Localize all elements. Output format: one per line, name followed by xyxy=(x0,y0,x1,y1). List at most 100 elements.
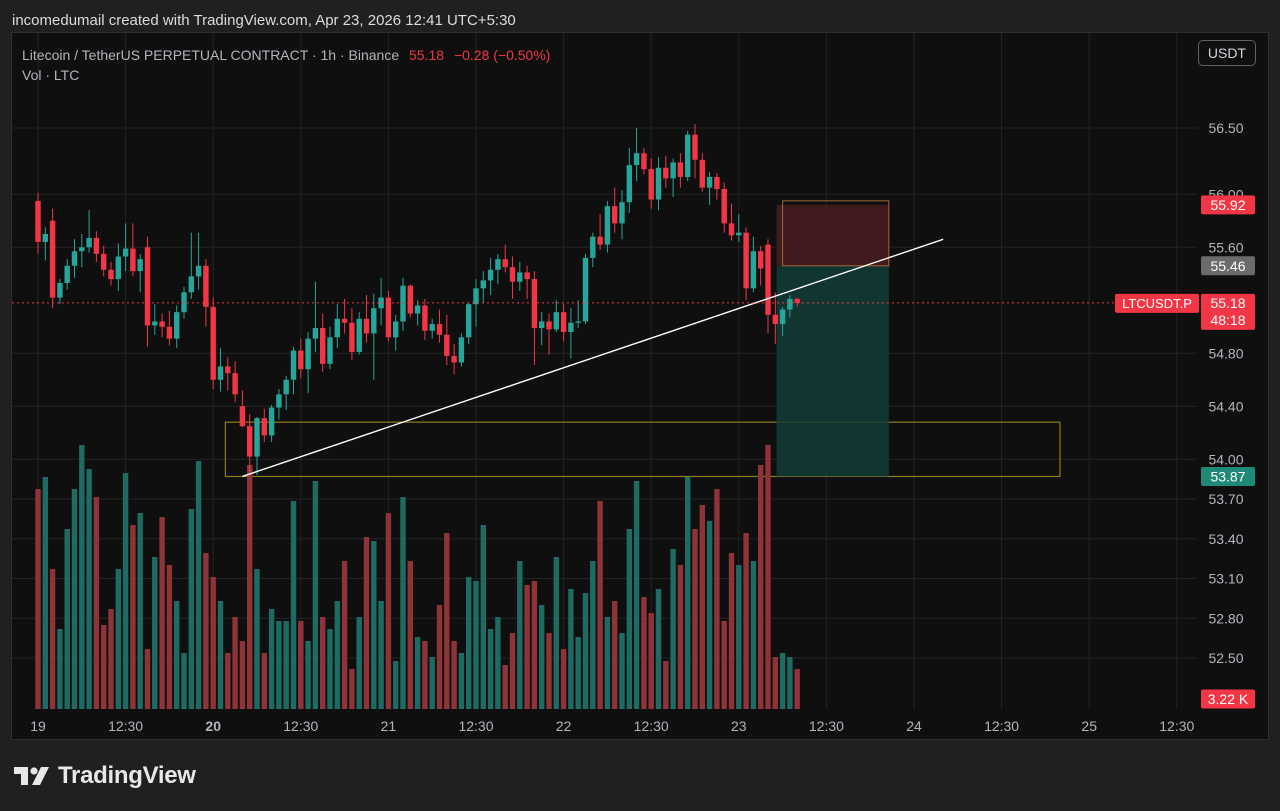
candle-body xyxy=(298,350,304,370)
candle-body xyxy=(692,134,698,160)
candle-body xyxy=(57,283,63,298)
price-tick-label: 52.80 xyxy=(1208,610,1243,626)
volume-bar xyxy=(436,605,443,709)
volume-bar xyxy=(546,633,552,709)
volume-bar xyxy=(422,641,428,709)
volume-bar xyxy=(261,653,267,709)
candle-body xyxy=(35,200,41,242)
countdown-label: 48:18 xyxy=(1210,312,1245,328)
time-tick-label: 24 xyxy=(906,718,922,734)
candle-body xyxy=(400,285,406,322)
candle-body xyxy=(86,237,92,248)
volume-bar xyxy=(524,585,530,709)
volume-bar xyxy=(57,629,63,709)
target-price-label: 53.87 xyxy=(1210,468,1245,484)
volume-bar xyxy=(429,657,435,709)
last-price: 55.18 xyxy=(409,47,445,63)
candle-body xyxy=(794,298,800,303)
candle-body xyxy=(93,237,100,254)
currency-button[interactable]: USDT xyxy=(1197,40,1256,66)
price-tick-label: 53.70 xyxy=(1208,491,1243,507)
candle-body xyxy=(122,248,129,257)
candle-body xyxy=(560,312,567,333)
volume-bar xyxy=(247,465,253,709)
volume-bar xyxy=(137,513,143,709)
volume-bar xyxy=(290,501,297,709)
volume-bar xyxy=(531,581,538,709)
price-tick-label: 53.10 xyxy=(1208,571,1243,587)
candle-body xyxy=(473,288,479,305)
time-tick-label: 21 xyxy=(381,718,397,734)
price-tick-label: 56.50 xyxy=(1208,120,1243,136)
candle-body xyxy=(356,318,362,352)
candle-body xyxy=(101,253,107,270)
volume-bar xyxy=(393,661,399,709)
candle-body xyxy=(152,321,158,326)
candle-body xyxy=(130,248,136,272)
volume-bar xyxy=(385,513,392,709)
volume-bar xyxy=(210,577,216,709)
candle-body xyxy=(217,366,224,380)
time-tick-label: 19 xyxy=(30,718,46,734)
volume-bar xyxy=(466,577,472,709)
candle-body xyxy=(685,134,691,178)
volume-bar xyxy=(444,533,450,709)
candle-body xyxy=(480,280,486,289)
volume-bar xyxy=(305,641,311,709)
candle-body xyxy=(444,334,450,356)
volume-bar xyxy=(714,489,720,709)
candle-body xyxy=(195,265,202,277)
candle-body xyxy=(407,285,413,314)
candle-body xyxy=(283,379,289,395)
entry-price-label: 55.46 xyxy=(1210,258,1245,274)
candle-body xyxy=(670,162,676,179)
volume-bar xyxy=(79,445,85,709)
candle-body xyxy=(312,328,319,339)
volume-bar xyxy=(728,553,735,709)
volume-bar xyxy=(509,633,516,709)
candle-body xyxy=(254,418,260,457)
volume-bar xyxy=(575,637,581,709)
candle-body xyxy=(327,337,333,364)
price-tick-label: 55.60 xyxy=(1208,239,1243,255)
volume-bar xyxy=(648,613,654,709)
volume-bar xyxy=(115,569,121,709)
volume-bar xyxy=(42,477,48,709)
volume-value-label-bg xyxy=(1201,689,1255,709)
chart-canvas[interactable]: 56.5056.0055.6054.8054.4054.0053.7053.40… xyxy=(12,33,1268,739)
candle-body xyxy=(232,373,238,395)
candle-body xyxy=(604,206,611,245)
symbol-legend-row[interactable]: Litecoin / TetherUS PERPETUAL CONTRACT ·… xyxy=(22,45,550,65)
price-axis: 56.5056.0055.6054.8054.4054.0053.7053.40… xyxy=(1208,120,1243,666)
volume-bar xyxy=(721,621,727,709)
volume-bar xyxy=(517,561,523,709)
candle-body xyxy=(174,312,180,339)
candle-body xyxy=(290,350,297,380)
candle-body xyxy=(758,251,764,269)
candle-body xyxy=(385,297,392,338)
candle-body xyxy=(371,308,377,334)
volume-bar xyxy=(312,481,319,709)
candle-body xyxy=(137,259,143,272)
candle-body xyxy=(633,153,640,166)
volume-bar xyxy=(144,649,151,709)
candle-body xyxy=(393,321,399,338)
candle-body xyxy=(363,318,370,334)
chart-frame[interactable]: 56.50 56.00 55.60 54.80 54.40 54.00 53.70 53.40… xyxy=(11,32,1269,740)
volume-bar xyxy=(495,617,501,709)
volume-bar xyxy=(188,509,194,709)
volume-bar xyxy=(86,469,92,709)
volume-bar xyxy=(458,653,465,709)
time-tick-label: 12:30 xyxy=(1159,718,1194,734)
volume-bar xyxy=(268,609,275,709)
candle-body xyxy=(714,177,720,189)
tradingview-logo[interactable]: TradingView xyxy=(14,762,196,790)
volume-bar xyxy=(750,561,757,709)
support-zone xyxy=(224,421,1061,478)
volume-bar xyxy=(480,525,486,709)
time-axis: 19 12:30 20 12:30 21 12:30 22 12:30 23 12:30 24 12:… xyxy=(30,718,1194,734)
candle-body xyxy=(225,366,231,374)
candle-body xyxy=(743,232,749,289)
volume-legend[interactable]: Vol · LTC xyxy=(22,67,80,83)
